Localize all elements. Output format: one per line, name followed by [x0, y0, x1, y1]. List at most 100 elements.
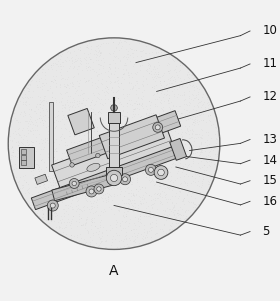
Point — [165, 136, 170, 141]
Point — [81, 155, 85, 160]
Point — [62, 83, 66, 88]
Point — [159, 150, 163, 155]
Point — [169, 142, 174, 147]
Point — [109, 36, 113, 41]
Point — [81, 126, 86, 131]
Point — [80, 97, 85, 102]
Point — [190, 131, 194, 136]
Point — [199, 127, 203, 132]
Point — [209, 178, 213, 183]
Point — [127, 191, 132, 195]
Point — [85, 228, 90, 233]
Point — [109, 187, 114, 191]
Point — [57, 83, 62, 88]
Point — [103, 137, 107, 142]
Point — [153, 97, 158, 102]
Circle shape — [72, 181, 76, 186]
Point — [11, 149, 15, 154]
Point — [89, 110, 94, 114]
Point — [130, 124, 134, 129]
Point — [107, 51, 111, 55]
Point — [45, 154, 50, 159]
Point — [54, 81, 58, 85]
Point — [195, 92, 200, 96]
Point — [86, 174, 90, 179]
Point — [195, 102, 199, 107]
Point — [70, 167, 74, 172]
Point — [77, 216, 81, 221]
Point — [138, 63, 143, 68]
Point — [143, 118, 147, 123]
Point — [151, 139, 155, 144]
Point — [89, 207, 94, 212]
Point — [215, 154, 220, 158]
Circle shape — [145, 164, 157, 175]
Point — [178, 167, 182, 172]
Point — [77, 139, 81, 144]
Point — [183, 130, 187, 135]
Point — [129, 160, 133, 165]
Point — [115, 78, 120, 83]
Point — [110, 166, 115, 171]
Point — [167, 147, 172, 152]
Point — [69, 233, 73, 237]
Point — [156, 49, 161, 54]
Point — [171, 113, 175, 117]
Point — [185, 173, 190, 178]
Point — [89, 144, 94, 149]
Point — [173, 208, 177, 213]
Point — [8, 156, 13, 161]
Point — [81, 118, 86, 123]
Point — [83, 80, 88, 85]
Point — [110, 104, 115, 109]
Point — [135, 112, 140, 117]
Point — [160, 108, 165, 113]
Point — [31, 151, 35, 156]
Point — [66, 48, 70, 53]
Polygon shape — [68, 108, 94, 135]
Point — [192, 207, 196, 212]
Circle shape — [86, 186, 97, 197]
Point — [158, 100, 163, 105]
Point — [170, 207, 174, 212]
Point — [87, 54, 91, 59]
Point — [178, 161, 183, 166]
Point — [178, 93, 182, 98]
Point — [173, 146, 178, 151]
Point — [94, 98, 98, 103]
Point — [172, 204, 176, 209]
Point — [191, 201, 195, 206]
Point — [121, 172, 125, 177]
Point — [187, 88, 191, 93]
Point — [189, 122, 194, 126]
Point — [108, 171, 113, 176]
Point — [95, 128, 99, 133]
Point — [100, 233, 104, 238]
Point — [82, 103, 87, 107]
Point — [60, 200, 64, 205]
Point — [11, 172, 16, 177]
Point — [59, 156, 64, 160]
Point — [132, 238, 136, 243]
Point — [149, 227, 153, 232]
Point — [71, 103, 75, 108]
Point — [189, 135, 194, 140]
Point — [90, 220, 94, 225]
Point — [129, 227, 133, 232]
Point — [158, 158, 163, 163]
Point — [195, 118, 200, 123]
Point — [130, 85, 135, 90]
Point — [86, 109, 90, 114]
Point — [162, 223, 166, 228]
Point — [85, 42, 90, 47]
Point — [24, 139, 29, 144]
Point — [79, 170, 84, 175]
Point — [21, 137, 25, 141]
Point — [101, 225, 105, 230]
Point — [38, 115, 43, 120]
Point — [50, 163, 54, 168]
Point — [74, 124, 78, 129]
Point — [192, 138, 196, 143]
Point — [126, 168, 131, 173]
Point — [106, 69, 110, 73]
